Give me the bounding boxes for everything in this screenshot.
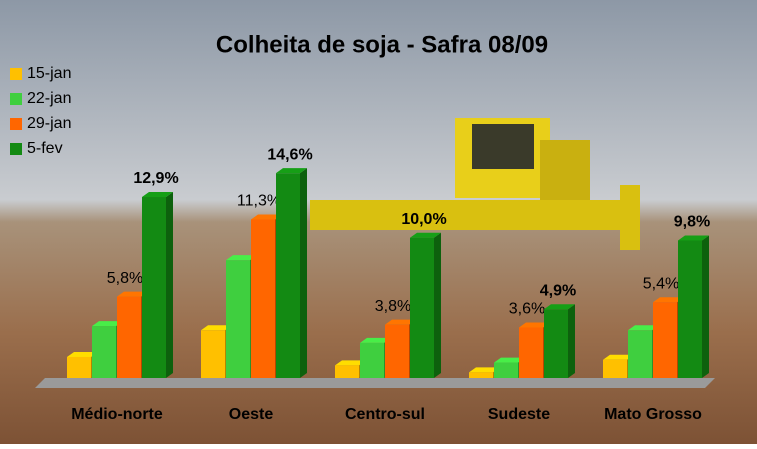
legend-swatch	[10, 93, 22, 105]
bar-top	[544, 304, 575, 310]
legend-swatch	[10, 68, 22, 80]
x-tick-label: Oeste	[229, 406, 274, 423]
bar	[142, 197, 166, 378]
bar-top	[276, 168, 307, 174]
bar	[226, 260, 250, 378]
bar	[469, 372, 493, 378]
legend-swatch	[10, 118, 22, 130]
data-label: 5,4%	[643, 275, 679, 292]
legend-label: 22-jan	[27, 90, 71, 107]
bar	[653, 302, 677, 378]
legend-swatch	[10, 143, 22, 155]
bar-top	[678, 235, 709, 241]
bar-top	[142, 192, 173, 198]
x-tick-label: Mato Grosso	[604, 406, 702, 423]
bar-top	[201, 325, 232, 331]
data-label: 3,6%	[509, 301, 545, 318]
bar-top	[67, 351, 98, 357]
bar	[276, 173, 300, 378]
bar	[544, 309, 568, 378]
bar	[678, 240, 702, 378]
data-label: 5,8%	[107, 270, 143, 287]
bar-top	[360, 337, 391, 343]
bar	[117, 296, 141, 378]
data-label: 14,6%	[267, 146, 312, 163]
bar-top	[92, 321, 123, 327]
chart-title: Colheita de soja - Safra 08/09	[216, 31, 548, 58]
bar-side	[166, 192, 173, 378]
bar-top	[603, 354, 634, 360]
bar-top	[226, 255, 257, 261]
bar-top	[385, 319, 416, 325]
bar	[385, 324, 409, 378]
bar-top	[469, 367, 500, 373]
x-tick-label: Centro-sul	[345, 406, 425, 423]
x-tick-label: Médio-norte	[71, 406, 163, 423]
bar-side	[702, 235, 709, 378]
x-tick-label: Sudeste	[488, 406, 550, 423]
legend-label: 29-jan	[27, 115, 71, 132]
data-label: 4,9%	[540, 282, 576, 299]
bar	[519, 327, 543, 378]
legend-label: 15-jan	[27, 65, 71, 82]
bar	[494, 362, 518, 378]
bar	[201, 330, 225, 378]
legend-label: 5-fev	[27, 140, 63, 157]
bar-top	[628, 325, 659, 331]
floor	[35, 378, 715, 388]
data-label: 3,8%	[375, 298, 411, 315]
bar	[251, 219, 275, 378]
bar	[628, 330, 652, 378]
bar	[410, 237, 434, 378]
data-label: 9,8%	[674, 214, 710, 231]
bar	[92, 326, 116, 378]
bar	[360, 342, 384, 378]
bar	[603, 359, 627, 378]
bar	[67, 356, 91, 378]
data-label: 11,3%	[237, 193, 281, 210]
bar-side	[300, 168, 307, 378]
bar	[335, 365, 359, 378]
bar-top	[653, 297, 684, 303]
bar-top	[519, 322, 550, 328]
data-label: 10,0%	[401, 211, 446, 228]
data-label: 12,9%	[133, 170, 178, 187]
bar-side	[568, 304, 575, 378]
bar-top	[335, 360, 366, 366]
bar-top	[117, 291, 148, 297]
bar-side	[434, 232, 441, 378]
bar-top	[494, 357, 525, 363]
harvester	[310, 118, 640, 250]
bar-top	[251, 214, 282, 220]
bar-top	[410, 232, 441, 238]
